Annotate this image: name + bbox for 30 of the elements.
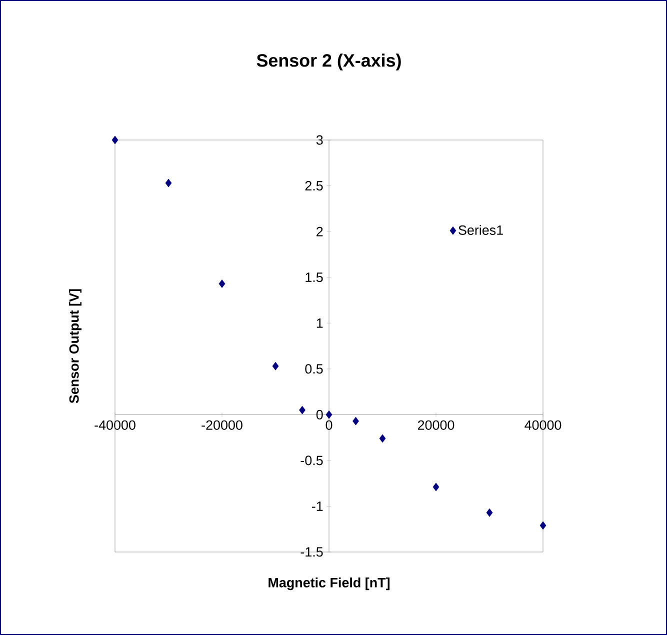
chart-title: Sensor 2 (X-axis) bbox=[256, 54, 401, 70]
y-tick-label: 3 bbox=[316, 135, 323, 145]
point bbox=[540, 521, 546, 530]
y-axis-title: Sensor Output [V] bbox=[68, 289, 82, 404]
y-tick-label: 2 bbox=[316, 226, 323, 236]
y-tick-label: 0.5 bbox=[305, 364, 323, 374]
point bbox=[352, 416, 359, 426]
x-axis-title: Magnetic Field [nT] bbox=[268, 578, 390, 590]
y-tick-label: 2.5 bbox=[305, 181, 323, 191]
y-tick-label: 1 bbox=[316, 318, 323, 328]
y-tick-label: -1.5 bbox=[300, 547, 323, 557]
x-tick-label: 40000 bbox=[524, 420, 562, 430]
x-tick-label: 0 bbox=[326, 420, 332, 430]
x-tick-label: 20000 bbox=[418, 420, 454, 430]
point bbox=[272, 362, 279, 370]
point bbox=[112, 136, 118, 144]
y-tick-label: -0.5 bbox=[300, 456, 323, 466]
point bbox=[486, 508, 493, 517]
y-tick-label: 0 bbox=[316, 410, 323, 420]
legend-label: Series1 bbox=[458, 225, 503, 235]
point bbox=[379, 434, 386, 443]
x-tick-label: -40000 bbox=[94, 420, 136, 430]
point bbox=[326, 410, 332, 419]
x-tick-label: -20000 bbox=[202, 420, 242, 430]
point bbox=[218, 280, 226, 288]
point bbox=[299, 406, 306, 414]
point bbox=[165, 178, 172, 188]
point bbox=[432, 482, 440, 492]
y-tick-label: -1 bbox=[312, 502, 323, 511]
y-tick-label: 1.5 bbox=[306, 272, 323, 282]
